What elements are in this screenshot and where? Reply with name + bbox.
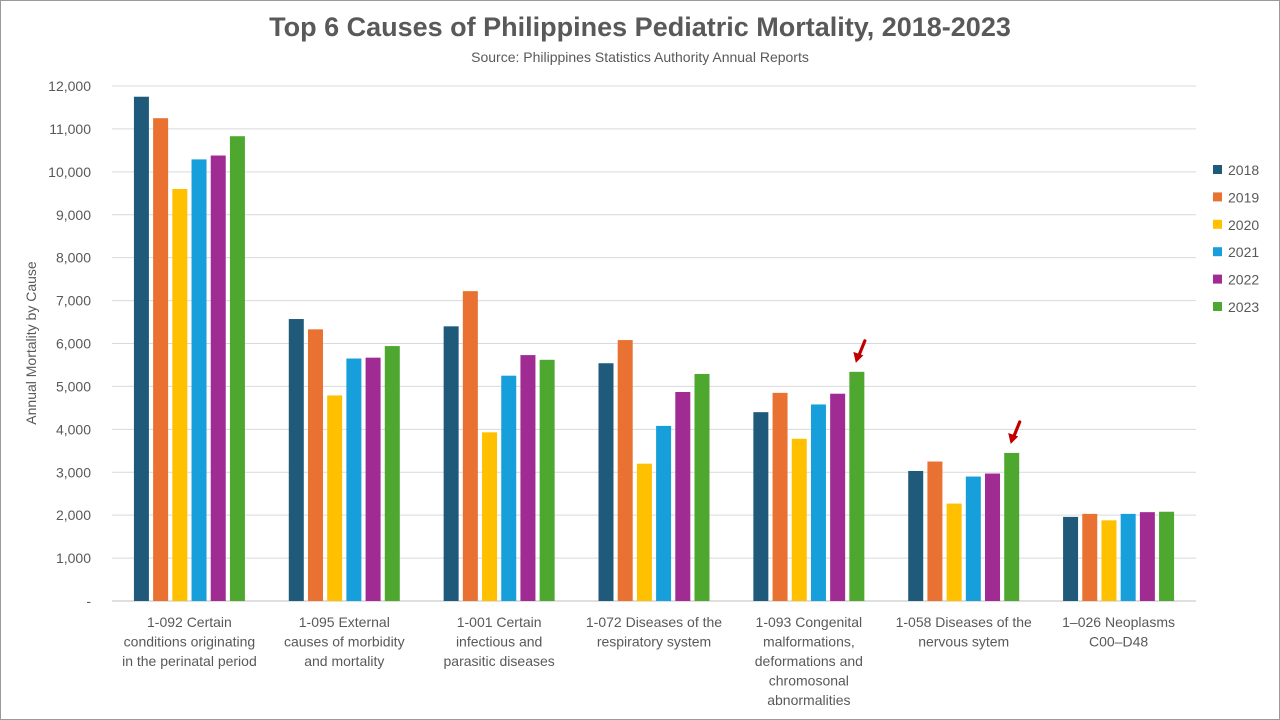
bar-2023 [539,359,555,601]
bar-2022 [985,473,1001,601]
y-tick-label: 7,000 [56,293,91,309]
category-label: 1-001 Certain infectious and parasitic dis… [444,614,555,669]
bar-2018 [1063,516,1079,601]
legend-label-2018: 2018 [1228,162,1259,178]
y-tick-label: 9,000 [56,207,91,223]
y-tick-label: 4,000 [56,421,91,437]
chart-subtitle: Source: Philippines Statistics Authority… [471,49,809,65]
category-label: 1–026 Neoplasms C00–D48 [1062,614,1175,650]
bar-2023 [694,373,710,601]
bar-2021 [346,358,362,601]
legend-swatch-2019 [1213,192,1222,202]
category-label: 1-058 Diseases of the nervous sytem [896,614,1032,650]
legend-label-2022: 2022 [1228,272,1259,288]
bar-2022 [210,155,226,601]
y-tick-label: 1,000 [56,550,91,566]
bar-2020 [791,438,807,601]
bar-2023 [1159,511,1175,601]
legend-swatch-2022 [1213,274,1222,284]
bar-2019 [307,329,323,601]
bar-2019 [462,291,478,601]
annotation-arrow [853,339,867,363]
gridlines [112,85,1196,602]
bar-2018 [908,470,924,601]
bar-2023 [229,136,245,601]
annotation-arrow [1008,420,1022,444]
bar-2021 [656,425,672,601]
y-axis-ticks: - 1,000 2,000 3,000 4,000 5,000 6,000 7,000 8,00… [48,78,91,609]
bar-2020 [327,395,343,601]
bar-2018 [753,412,769,601]
category-label: 1-095 External causes of morbidity and mor… [284,614,405,669]
bar-2020 [946,503,962,601]
y-tick-label: 2,000 [56,507,91,523]
bar-2022 [365,357,381,601]
bar-2019 [772,392,788,601]
bar-2020 [1101,520,1117,601]
bar-2019 [153,118,169,601]
bar-2019 [1082,513,1098,601]
legend-label-2021: 2021 [1228,244,1259,260]
bar-2021 [501,375,517,601]
category-label: 1-072 Diseases of the respiratory system [586,614,722,650]
legend-label-2023: 2023 [1228,299,1259,315]
y-tick-label: 6,000 [56,336,91,352]
bar-2021 [1120,513,1136,601]
bar-2021 [810,404,826,601]
legend-swatch-2020 [1213,219,1222,229]
annotations [853,339,1022,444]
bar-2018 [133,96,149,602]
y-tick-label: 11,000 [49,121,91,137]
bar-2023 [1004,452,1020,601]
legend-swatch-2018 [1213,165,1222,174]
y-tick-label: 5,000 [56,378,91,394]
bar-2018 [598,363,614,601]
legend-swatch-2021 [1213,247,1222,257]
legend-label-2019: 2019 [1228,189,1259,205]
y-tick-label: 3,000 [56,464,91,480]
bar-2022 [830,393,846,601]
bar-2021 [965,476,981,601]
bar-2019 [927,461,943,601]
bar-2018 [288,319,304,601]
legend: 2018 2019 2020 2021 2022 2023 [1213,162,1259,315]
bar-2020 [172,189,188,601]
y-tick-label: 8,000 [56,250,91,266]
bar-2022 [675,391,691,601]
category-label: 1-093 Congenital malformations, deformatio… [755,614,863,708]
y-tick-label: 12,000 [48,78,91,94]
bars [133,96,1175,602]
y-tick-label: - [86,593,91,609]
chart-title: Top 6 Causes of Philippines Pediatric Mo… [269,12,1011,42]
legend-label-2020: 2020 [1228,217,1259,233]
bar-2021 [191,159,207,601]
bar-2022 [1139,512,1155,601]
bar-2023 [384,346,400,601]
bar-2023 [849,371,865,601]
bar-2018 [443,326,459,601]
bar-2020 [636,463,652,601]
legend-swatch-2023 [1213,302,1222,311]
x-axis-categories: 1-092 Certain conditions originating in th… [122,614,1175,708]
category-label: 1-092 Certain conditions originating in th… [122,614,257,669]
bar-2020 [482,432,498,601]
bar-2022 [520,355,536,601]
y-tick-label: 10,000 [48,164,91,180]
bar-2019 [617,340,633,601]
